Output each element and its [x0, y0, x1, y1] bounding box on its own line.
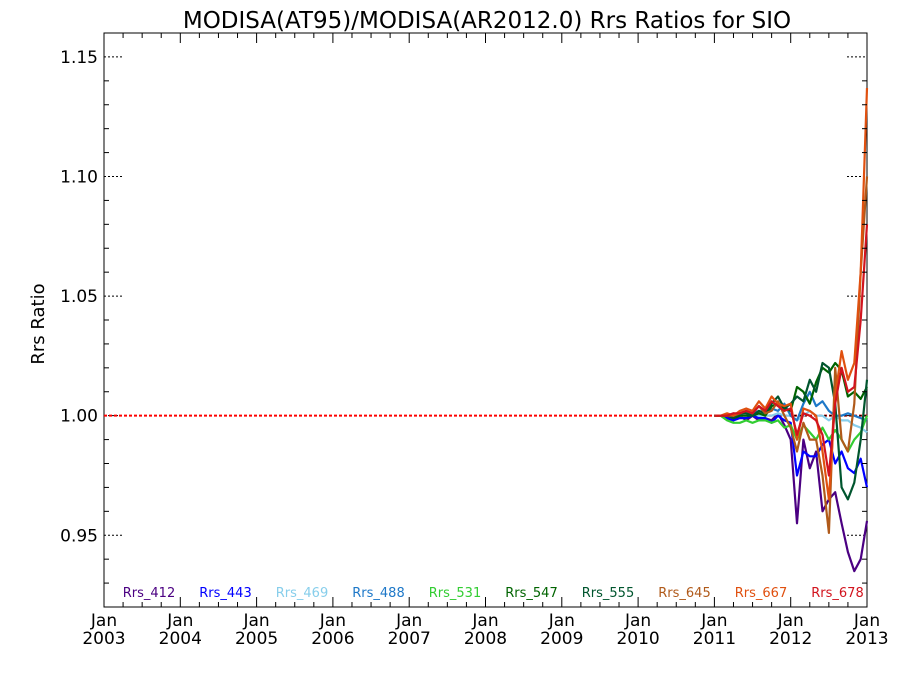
legend-entry: Rrs_488 [352, 586, 404, 601]
series-line-rrs-678 [714, 224, 869, 477]
y-tick-label: 1.15 [60, 48, 98, 68]
y-axis-label: Rrs Ratio [28, 283, 49, 364]
x-tick-label-year: 2006 [311, 629, 354, 649]
x-tick-label-month: Jan [90, 611, 117, 631]
x-tick-label-year: 2010 [616, 629, 659, 649]
legend-entry: Rrs_531 [429, 586, 481, 601]
legend-entry: Rrs_443 [199, 586, 251, 601]
series-line-rrs-443 [714, 414, 869, 488]
x-tick-label-month: Jan [853, 611, 880, 631]
axes: 0.951.001.051.101.15Jan2003Jan2004Jan200… [60, 32, 889, 649]
x-tick-label-year: 2005 [235, 629, 278, 649]
x-tick-label-month: Jan [777, 611, 804, 631]
series-line-rrs-645 [714, 176, 869, 535]
legend-entry: Rrs_645 [658, 586, 710, 601]
series-line-rrs-667 [714, 87, 869, 501]
x-tick-label-year: 2004 [159, 629, 202, 649]
y-tick-label: 1.00 [60, 407, 98, 427]
y-tick-label: 1.05 [60, 287, 98, 307]
x-tick-label-year: 2007 [388, 629, 431, 649]
y-tick-label: 0.95 [60, 526, 98, 546]
legend-entry: Rrs_547 [505, 586, 557, 601]
x-tick-label-month: Jan [548, 611, 575, 631]
series-lines [714, 87, 869, 573]
x-tick-label-month: Jan [319, 611, 346, 631]
x-tick-label-year: 2008 [464, 629, 507, 649]
x-tick-label-month: Jan [395, 611, 422, 631]
x-tick-label-month: Jan [700, 611, 727, 631]
chart-title: MODISA(AT95)/MODISA(AR2012.0) Rrs Ratios… [183, 8, 791, 34]
x-tick-label-year: 2012 [769, 629, 812, 649]
x-tick-label-month: Jan [624, 611, 651, 631]
x-tick-label-year: 2009 [540, 629, 583, 649]
legend-entry: Rrs_469 [276, 586, 328, 601]
legend: Rrs_412 Rrs_443 Rrs_469 Rrs_488 Rrs_531 Rrs_5… [123, 586, 864, 601]
y-tick-label: 1.10 [60, 168, 98, 188]
x-tick-label-month: Jan [471, 611, 498, 631]
legend-entry: Rrs_412 [123, 586, 175, 601]
x-tick-label-month: Jan [166, 611, 193, 631]
x-tick-label-month: Jan [242, 611, 269, 631]
x-tick-label-year: 2003 [82, 629, 125, 649]
x-tick-label-year: 2013 [845, 629, 888, 649]
legend-entry: Rrs_678 [811, 586, 863, 601]
legend-entry: Rrs_667 [735, 586, 787, 601]
legend-entry: Rrs_555 [582, 586, 634, 601]
y-grid [104, 56, 867, 536]
x-tick-label-year: 2011 [693, 629, 736, 649]
plot-frame [103, 32, 868, 608]
